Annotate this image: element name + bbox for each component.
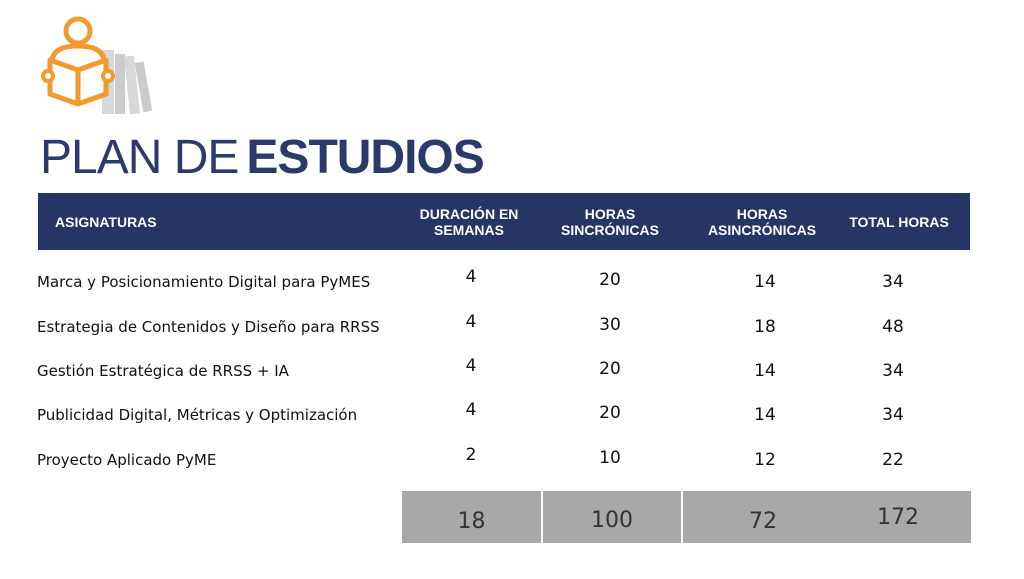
- person-reading-book-icon: [41, 16, 153, 115]
- total-sincronicas: 100: [591, 507, 633, 533]
- row-sincronicas: 20: [599, 403, 621, 423]
- page-title: PLAN DE ESTUDIOS: [40, 130, 485, 186]
- row-asincronicas: 12: [754, 450, 776, 470]
- row-name: Publicidad Digital, Métricas y Optimizac…: [37, 406, 358, 424]
- table-row: Estrategia de Contenidos y Diseño para R…: [0, 312, 1024, 342]
- book-spine-icon: [123, 55, 141, 115]
- row-total: 34: [882, 272, 904, 292]
- totals-divider: [681, 491, 683, 543]
- header-asignaturas: ASIGNATURAS: [55, 213, 157, 230]
- row-sincronicas: 20: [599, 270, 621, 290]
- row-duracion: 4: [465, 400, 477, 420]
- row-asincronicas: 18: [754, 317, 776, 337]
- row-sincronicas: 20: [599, 359, 621, 379]
- row-duracion: 2: [465, 445, 477, 465]
- row-asincronicas: 14: [754, 272, 776, 292]
- table-row: Proyecto Aplicado PyME 2 10 12 22: [0, 445, 1024, 475]
- title-bold: ESTUDIOS: [246, 131, 484, 184]
- table-row: Marca y Posicionamiento Digital para PyM…: [0, 267, 1024, 297]
- row-duracion: 4: [465, 267, 477, 287]
- row-name: Estrategia de Contenidos y Diseño para R…: [37, 318, 380, 336]
- header-total-horas: TOTAL HORAS: [849, 213, 949, 230]
- row-total: 22: [882, 450, 904, 470]
- total-asincronicas: 72: [749, 508, 777, 534]
- row-sincronicas: 10: [599, 448, 621, 468]
- row-asincronicas: 14: [754, 361, 776, 381]
- row-name: Gestión Estratégica de RRSS + IA: [37, 362, 289, 380]
- table-header: [38, 193, 970, 250]
- row-total: 34: [882, 405, 904, 425]
- row-duracion: 4: [465, 312, 477, 332]
- total-horas: 172: [877, 504, 919, 530]
- row-sincronicas: 30: [599, 315, 621, 335]
- row-name: Marca y Posicionamiento Digital para PyM…: [37, 273, 371, 291]
- row-asincronicas: 14: [754, 405, 776, 425]
- table-row: Publicidad Digital, Métricas y Optimizac…: [0, 400, 1024, 430]
- row-name: Proyecto Aplicado PyME: [37, 451, 217, 469]
- table-row: Gestión Estratégica de RRSS + IA 4 20 14…: [0, 356, 1024, 386]
- book-spine-icon: [115, 54, 125, 114]
- header-duracion: DURACIÓN EN SEMANAS: [419, 205, 519, 238]
- row-total: 34: [882, 361, 904, 381]
- title-light: PLAN DE: [40, 131, 239, 184]
- row-total: 48: [882, 317, 904, 337]
- book-spine-icon: [134, 61, 153, 113]
- totals-divider: [541, 491, 543, 543]
- total-duracion: 18: [457, 508, 486, 534]
- header-horas-asincronicas: HORAS ASINCRÓNICAS: [707, 205, 817, 238]
- row-duracion: 4: [465, 356, 477, 376]
- totals-row: [402, 491, 971, 543]
- header-horas-sincronicas: HORAS SINCRÓNICAS: [560, 205, 659, 238]
